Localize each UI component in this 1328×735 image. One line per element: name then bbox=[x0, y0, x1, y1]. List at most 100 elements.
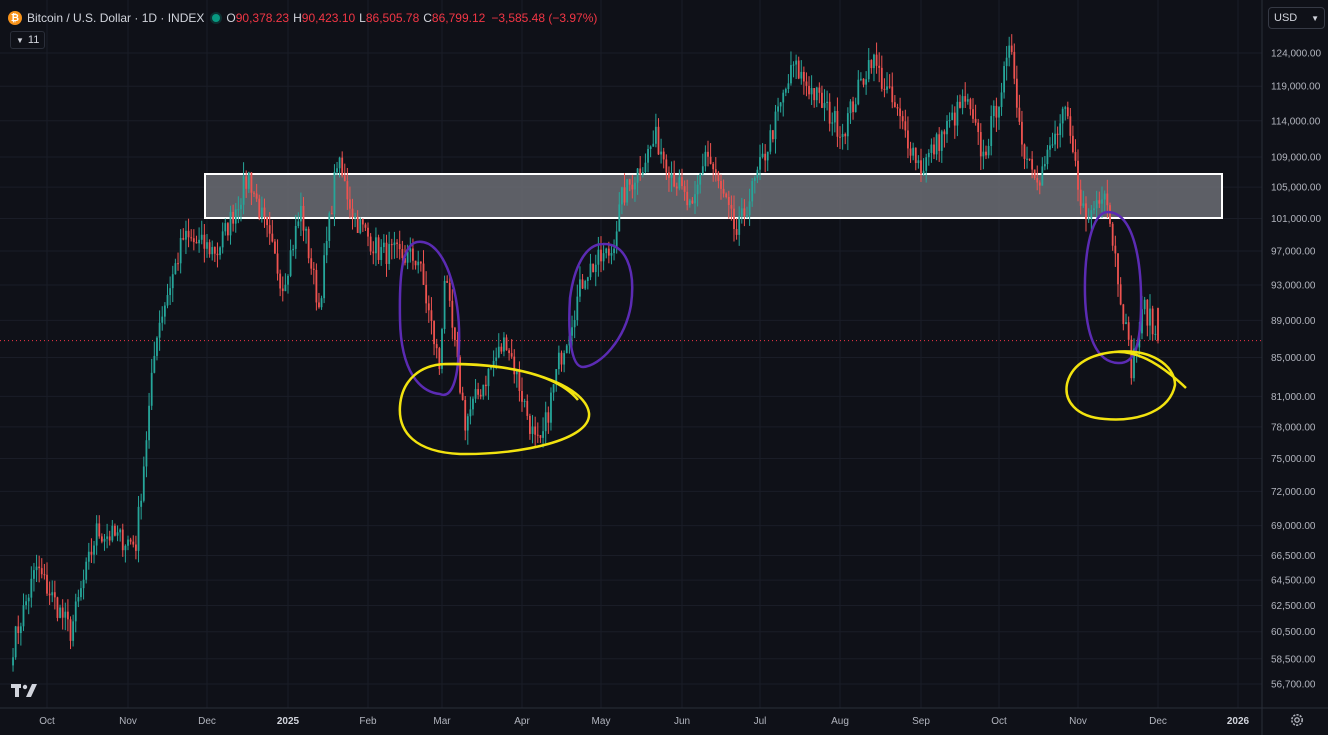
candle-body bbox=[831, 122, 834, 124]
candle-body bbox=[610, 253, 613, 256]
candle-body bbox=[409, 248, 412, 252]
candle-body bbox=[977, 122, 980, 133]
candle-body bbox=[563, 353, 566, 365]
candle-body bbox=[678, 177, 681, 189]
x-tick-label: Nov bbox=[1069, 716, 1087, 727]
candle-body bbox=[844, 133, 847, 137]
high-label: H bbox=[293, 11, 302, 25]
currency-select[interactable]: USD ▼ bbox=[1268, 7, 1325, 29]
candle-body bbox=[203, 234, 206, 249]
candle-body bbox=[12, 657, 14, 666]
candle-body bbox=[896, 107, 899, 109]
candle-body bbox=[166, 295, 169, 306]
gear-icon[interactable] bbox=[1289, 712, 1305, 728]
candle-body bbox=[821, 92, 823, 108]
open-value: 90,378.23 bbox=[235, 11, 290, 25]
candle-body bbox=[258, 198, 261, 219]
candle-body bbox=[772, 130, 774, 140]
candle-body bbox=[1056, 133, 1059, 136]
yellow-circle-annotation-november bbox=[1065, 350, 1187, 421]
y-tick-label: 101,000.00 bbox=[1271, 214, 1321, 225]
candle-body bbox=[95, 523, 98, 546]
candle-body bbox=[1018, 107, 1021, 122]
candle-body bbox=[51, 592, 54, 596]
candle-body bbox=[414, 260, 417, 266]
candle-body bbox=[158, 322, 161, 338]
candle-body bbox=[390, 244, 393, 246]
candle-body bbox=[242, 176, 245, 205]
symbol-title[interactable]: Bitcoin / U.S. Dollar · 1D · INDEX bbox=[27, 11, 205, 25]
candle-body bbox=[369, 236, 372, 252]
candle-body bbox=[276, 253, 279, 274]
candle-body bbox=[22, 605, 25, 627]
candle-body bbox=[740, 208, 743, 217]
candle-body bbox=[229, 211, 232, 236]
candle-body bbox=[966, 99, 969, 102]
candle-body bbox=[380, 247, 383, 261]
candle-body bbox=[518, 371, 521, 391]
candle-body bbox=[733, 208, 735, 229]
close-label: C bbox=[423, 11, 432, 25]
candle-body bbox=[901, 116, 904, 122]
candle-body bbox=[691, 200, 694, 204]
candle-body bbox=[774, 111, 777, 140]
candle-body bbox=[377, 237, 380, 261]
candle-body bbox=[1149, 308, 1151, 326]
candle-body bbox=[438, 348, 441, 369]
candle-body bbox=[422, 263, 425, 285]
y-tick-label: 105,000.00 bbox=[1271, 183, 1321, 194]
candle-body bbox=[260, 207, 263, 219]
candle-body bbox=[443, 280, 446, 330]
candle-body bbox=[232, 211, 235, 224]
low-label: L bbox=[359, 11, 366, 25]
candle-body bbox=[161, 316, 164, 323]
price-axis[interactable]: 124,000.00 119,000.00 114,000.00 109,000.00… bbox=[1271, 49, 1321, 691]
candle-body bbox=[430, 310, 433, 322]
candle-body bbox=[64, 611, 67, 618]
candle-body bbox=[508, 350, 510, 354]
candle-body bbox=[182, 237, 185, 240]
candle-body bbox=[704, 151, 707, 167]
x-tick-label: Aug bbox=[831, 716, 849, 727]
y-tick-label: 78,000.00 bbox=[1271, 422, 1316, 433]
candle-body bbox=[38, 566, 41, 569]
candle-body bbox=[600, 249, 602, 262]
candle-body bbox=[956, 101, 959, 126]
candle-body bbox=[607, 248, 610, 256]
candle-body bbox=[263, 207, 266, 217]
candle-body bbox=[597, 249, 600, 265]
candle-body bbox=[862, 78, 865, 85]
candle-body bbox=[727, 196, 730, 206]
indicators-toggle-button[interactable]: ▼ 11 bbox=[10, 31, 46, 49]
candle-body bbox=[56, 597, 59, 618]
candle-body bbox=[513, 356, 516, 375]
candle-body bbox=[764, 153, 767, 161]
candle-body bbox=[560, 352, 563, 365]
time-axis[interactable]: Oct Nov Dec 2025 Feb Mar Apr May Jun Jul Aug Sep Oct… bbox=[39, 716, 1249, 727]
candle-body bbox=[686, 191, 689, 206]
candle-body bbox=[108, 536, 111, 541]
candle-body bbox=[1000, 92, 1003, 108]
candle-body bbox=[813, 88, 816, 101]
candle-body bbox=[557, 352, 560, 370]
candle-body bbox=[427, 303, 430, 311]
candle-body bbox=[712, 163, 715, 170]
candle-body bbox=[404, 257, 406, 263]
candle-body bbox=[234, 209, 237, 224]
candle-body bbox=[482, 384, 485, 397]
low-value: 86,505.78 bbox=[365, 11, 420, 25]
y-tick-label: 62,500.00 bbox=[1271, 601, 1316, 612]
candle-body bbox=[584, 280, 587, 289]
candle-body bbox=[621, 187, 623, 205]
candle-body bbox=[766, 151, 769, 161]
candle-body bbox=[106, 536, 108, 539]
tradingview-logo-icon[interactable] bbox=[11, 684, 37, 698]
candle-body bbox=[245, 176, 248, 189]
candle-body bbox=[841, 133, 844, 137]
candle-body bbox=[951, 112, 954, 121]
candle-body bbox=[917, 160, 920, 164]
candle-body bbox=[237, 209, 240, 211]
candle-body bbox=[943, 131, 946, 135]
candle-body bbox=[375, 237, 377, 254]
